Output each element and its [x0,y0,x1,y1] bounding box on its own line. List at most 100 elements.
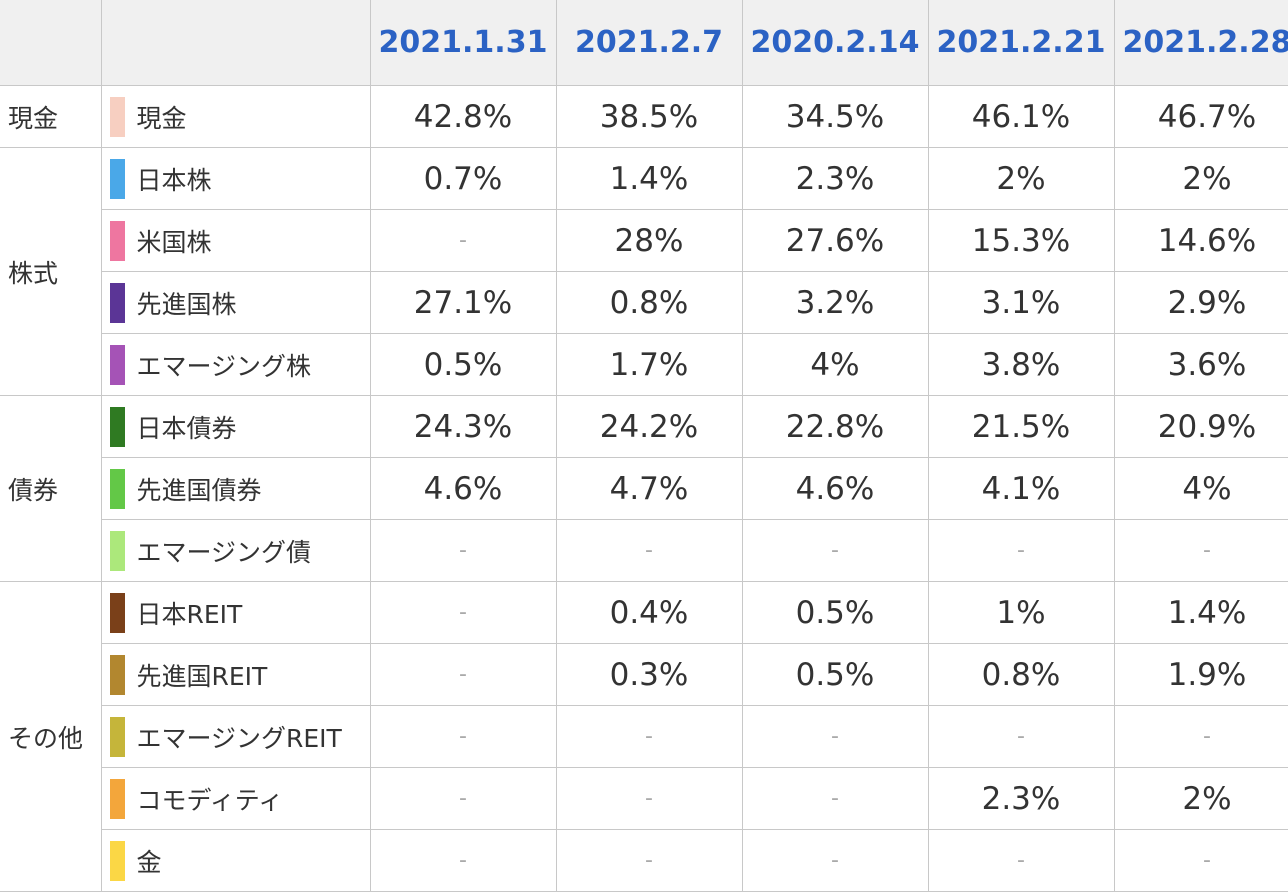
table-row: 先進国債券 4.6% 4.7% 4.6% 4.1% 4% [0,457,1288,520]
value-cell: 1.9% [1113,643,1288,706]
value-cell: - [741,829,929,892]
value-cell: - [369,829,557,892]
asset-name: 日本REIT [136,599,243,629]
asset-name-cell: 先進国REIT [100,643,371,706]
value-cell: - [1113,519,1288,582]
group-label: 株式 [0,147,102,396]
value-cell: 4% [741,333,929,396]
color-swatch [109,158,125,199]
value-cell: 46.1% [927,85,1115,148]
group-label: 現金 [0,85,102,148]
value-cell: - [369,581,557,644]
value-cell: 3.6% [1113,333,1288,396]
value-cell: 2.3% [927,767,1115,830]
value-cell: 1.4% [555,147,743,210]
table-row: その他 日本REIT -0.4% 0.5% 1% 1.4% [0,581,1288,892]
asset-name: 先進国株 [136,289,237,319]
asset-name: 先進国REIT [136,661,268,691]
value-cell: - [369,209,557,272]
value-cell: - [369,643,557,706]
value-cell: 3.8% [927,333,1115,396]
table-row: 金----- [0,829,1288,892]
value-cell: - [555,519,743,582]
table-row: エマージングREIT - - - - - [0,705,1288,768]
value-cell: 46.7% [1113,85,1288,148]
header-row: 2021.1.31 2021.2.7 2020.2.14 2021.2.21 2… [0,0,1288,86]
value-cell: 24.3% [369,395,557,458]
value-cell: 0.3% [555,643,743,706]
value-cell: - [555,767,743,830]
value-cell: - [369,705,557,768]
table-row: エマージング株 0.5% 1.7% 4% 3.8% 3.6% [0,333,1288,396]
asset-name-cell: コモディティ [100,767,371,830]
value-cell: 1.4% [1113,581,1288,644]
value-cell: 42.8% [369,85,557,148]
value-cell: 0.5% [741,581,929,644]
value-cell: - [555,829,743,892]
table-row: 債券 日本債券 24.3% 24.2% 22.8% 21.5% 20.9% [0,395,1288,582]
header-date-4: 2021.2.21 [927,0,1115,86]
asset-name-cell: エマージング株 [100,333,371,396]
value-cell: 0.8% [927,643,1115,706]
asset-name-cell: 金 [100,829,371,892]
asset-name-cell: 先進国債券 [100,457,371,520]
value-cell: 3.2% [741,271,929,334]
color-swatch [109,778,125,819]
value-cell: - [369,767,557,830]
table-row: コモディティ - - -2.3% 2% [0,767,1288,830]
value-cell: 14.6% [1113,209,1288,272]
group-label: 債券 [0,395,102,582]
asset-name: コモディティ [136,785,284,815]
value-cell: 27.6% [741,209,929,272]
value-cell: 4.6% [369,457,557,520]
asset-name-cell: 日本債券 [100,395,371,458]
asset-name-cell: エマージング債 [100,519,371,582]
value-cell: - [555,705,743,768]
color-swatch [109,96,125,137]
color-swatch [109,530,125,571]
asset-name-cell: 日本株 [100,147,371,210]
table-row: 先進国REIT -0.3% 0.5% 0.8% 1.9% [0,643,1288,706]
table-body: 現金 現金 42.8% 38.5% 34.5% 46.1% 46.7% 株式 日本株 0.7% 1.… [0,85,1288,892]
value-cell: 38.5% [555,85,743,148]
value-cell: - [741,767,929,830]
color-swatch [109,468,125,509]
asset-name: 米国株 [136,227,212,257]
color-swatch [109,282,125,323]
header-date-2: 2021.2.7 [555,0,743,86]
value-cell: 21.5% [927,395,1115,458]
value-cell: - [1113,705,1288,768]
table-row: エマージング債 - - - - - [0,519,1288,582]
table-row: 現金 現金 42.8% 38.5% 34.5% 46.1% 46.7% [0,85,1288,148]
header-date-1: 2021.1.31 [369,0,557,86]
value-cell: 2.3% [741,147,929,210]
value-cell: 4.7% [555,457,743,520]
color-swatch [109,406,125,447]
asset-name-cell: 現金 [100,85,371,148]
value-cell: 0.4% [555,581,743,644]
value-cell: 1% [927,581,1115,644]
value-cell: - [927,829,1115,892]
value-cell: 2% [927,147,1115,210]
color-swatch [109,220,125,261]
asset-name-cell: エマージングREIT [100,705,371,768]
value-cell: 4% [1113,457,1288,520]
value-cell: 2% [1113,147,1288,210]
table-row: 株式 日本株 0.7% 1.4% 2.3% 2% 2% [0,147,1288,396]
value-cell: 2.9% [1113,271,1288,334]
value-cell: 4.6% [741,457,929,520]
value-cell: 3.1% [927,271,1115,334]
header-name-cell [100,0,371,86]
asset-name: 現金 [136,103,187,133]
table-row: 先進国株 27.1% 0.8% 3.2% 3.1% 2.9% [0,271,1288,334]
asset-name: 金 [136,847,162,877]
asset-name: 日本債券 [136,413,237,443]
header-date-5: 2021.2.28 [1113,0,1288,86]
color-swatch [109,654,125,695]
color-swatch [109,344,125,385]
value-cell: 2% [1113,767,1288,830]
value-cell: 22.8% [741,395,929,458]
value-cell: - [927,519,1115,582]
color-swatch [109,592,125,633]
